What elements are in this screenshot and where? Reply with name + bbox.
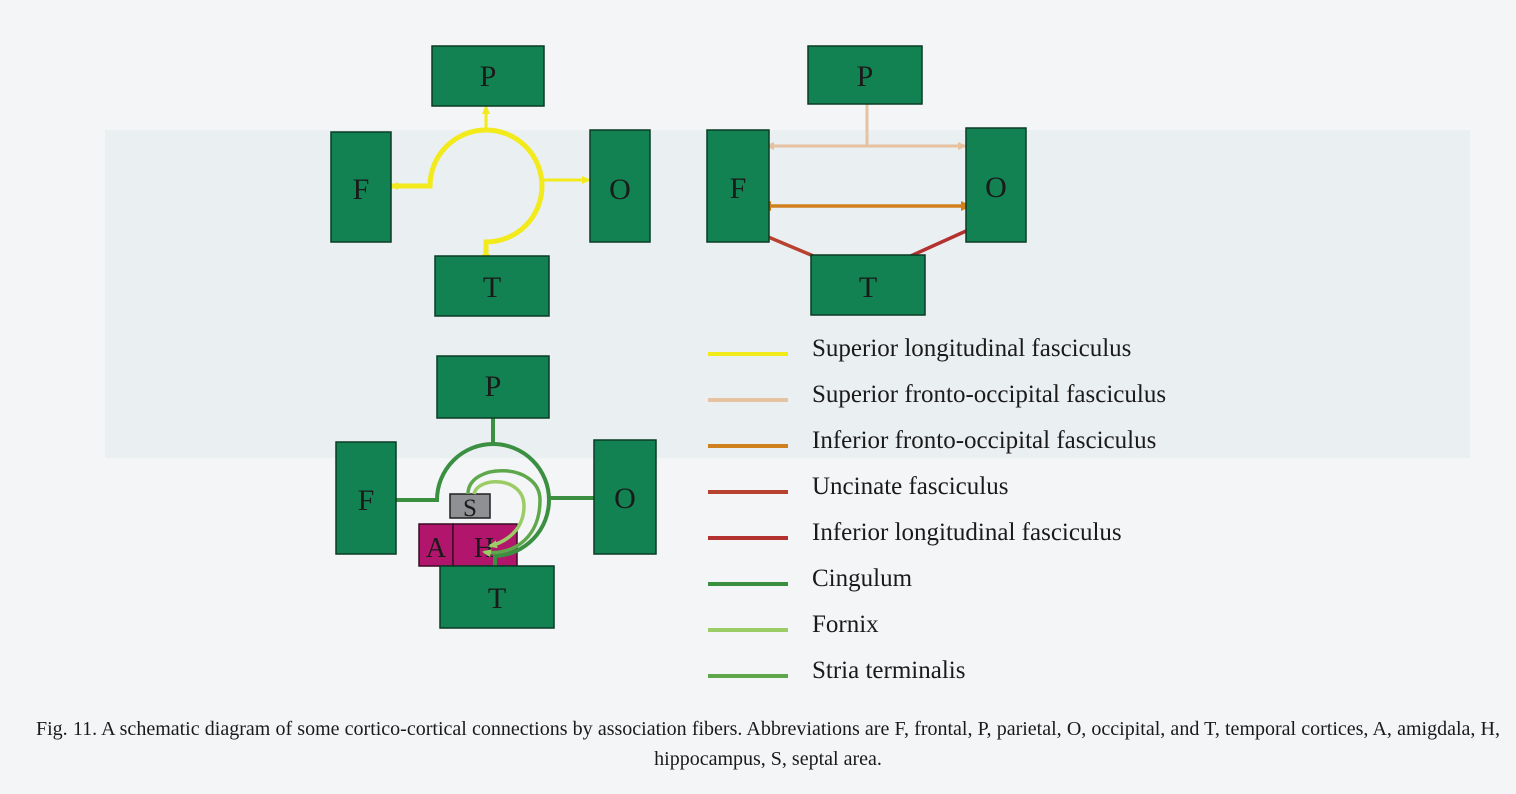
legend-item: Fornix	[708, 611, 1268, 657]
septal-area-box	[449, 493, 491, 519]
legend-label: Inferior fronto-occipital fasciculus	[812, 427, 1157, 454]
legend-swatch	[708, 536, 788, 540]
legend: Superior longitudinal fasciculus Superio…	[708, 335, 1268, 703]
legend-label: Inferior longitudinal fasciculus	[812, 519, 1122, 546]
legend-swatch	[708, 490, 788, 494]
hippocampus-label: H	[474, 533, 494, 564]
septal-area-label: S	[463, 495, 477, 522]
occipital-box	[965, 127, 1027, 243]
temporal-box	[434, 255, 550, 317]
legend-label: Stria terminalis	[812, 657, 966, 684]
temporal-box	[439, 565, 555, 629]
diagram-3: A H S P F O T	[335, 355, 657, 629]
legend-swatch	[708, 398, 788, 402]
cingulum-path	[394, 442, 552, 568]
legend-swatch	[708, 444, 788, 448]
temporal-label: T	[859, 271, 877, 304]
legend-item: Superior fronto-occipital fasciculus	[708, 381, 1268, 427]
legend-item: Cingulum	[708, 565, 1268, 611]
legend-label: Fornix	[812, 611, 879, 638]
frontal-label: F	[353, 173, 370, 206]
frontal-box	[330, 131, 392, 243]
parietal-label: P	[480, 60, 497, 93]
legend-label: Cingulum	[812, 565, 913, 592]
legend-label: Superior fronto-occipital fasciculus	[812, 381, 1167, 408]
legend-swatch	[708, 674, 788, 678]
diagram-2: P F O T	[706, 45, 1027, 316]
legend-label: Uncinate fasciculus	[812, 473, 1009, 500]
figure-caption: Fig. 11. A schematic diagram of some cor…	[36, 718, 1500, 770]
parietal-label: P	[857, 60, 874, 93]
amygdala-label: A	[426, 533, 447, 564]
legend-item: Uncinate fasciculus	[708, 473, 1268, 519]
legend-item: Stria terminalis	[708, 657, 1268, 703]
legend-item: Superior longitudinal fasciculus	[708, 335, 1268, 381]
legend-item: Inferior fronto-occipital fasciculus	[708, 427, 1268, 473]
amygdala-box	[418, 523, 454, 567]
diagram-canvas: P F O T P F O T A H S P	[330, 45, 1027, 629]
parietal-box	[431, 45, 545, 107]
occipital-box	[589, 129, 651, 243]
frontal-label: F	[358, 484, 375, 517]
temporal-label: T	[488, 582, 506, 615]
parietal-box	[436, 355, 550, 419]
legend-swatch	[708, 352, 788, 356]
stria-terminalis-path	[466, 469, 542, 558]
legend-label: Superior longitudinal fasciculus	[812, 335, 1132, 362]
legend-item: Inferior longitudinal fasciculus	[708, 519, 1268, 565]
superior-longitudinal-fasciculus-path	[392, 127, 545, 262]
occipital-box	[593, 439, 657, 555]
parietal-label: P	[485, 370, 502, 403]
occipital-label: O	[985, 171, 1007, 204]
frontal-box	[706, 129, 770, 243]
occipital-label: O	[609, 173, 631, 206]
temporal-label: T	[483, 271, 501, 304]
legend-swatch	[708, 582, 788, 586]
fornix-path	[472, 480, 526, 549]
occipital-label: O	[614, 482, 636, 515]
frontal-box	[335, 441, 397, 555]
legend-swatch	[708, 628, 788, 632]
parietal-box	[807, 45, 923, 105]
diagram-1: P F O T	[330, 45, 651, 317]
frontal-label: F	[730, 172, 747, 205]
temporal-box	[810, 254, 926, 316]
